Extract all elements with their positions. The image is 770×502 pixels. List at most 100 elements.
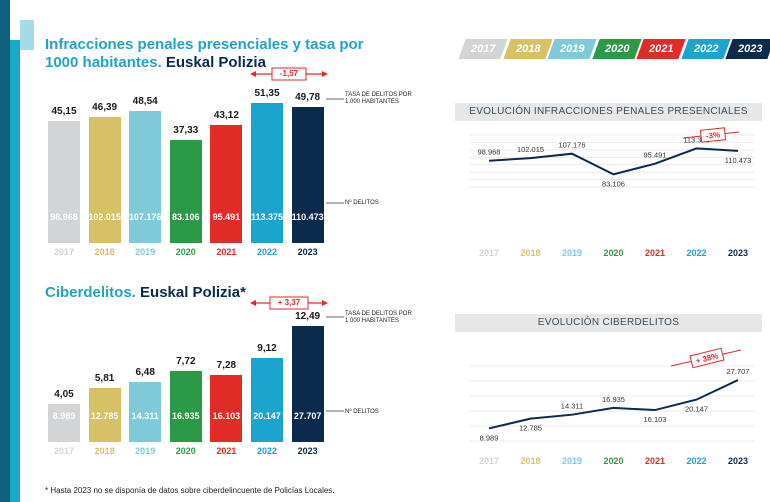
year-label-2019: 2019: [562, 248, 582, 258]
section2-title-part1: Ciberdelitos.: [45, 284, 136, 301]
note2-count: Nº DELITOS: [345, 409, 379, 415]
point-label-2020: 83.106: [602, 179, 625, 188]
panel1-badge: -3%: [706, 130, 721, 140]
point-label-2019: 14.311: [561, 402, 583, 411]
panel1-title: EVOLUCIÓN INFRACCIONES PENALES PRESENCIA…: [469, 106, 748, 117]
count-label-2020: 16.935: [172, 411, 200, 421]
bar-2018: [88, 117, 121, 243]
panel1-badge-box: [699, 127, 727, 143]
rate-label-2018: 5,81: [94, 373, 115, 384]
bar1-badge: -1,57: [279, 69, 299, 78]
decorative-sidebar-blue: [10, 40, 20, 502]
series-line: [488, 147, 739, 176]
year-tab-2020: 2020: [591, 39, 642, 59]
year-label-2018: 2018: [520, 456, 540, 466]
year-label-2019: 2019: [562, 456, 582, 466]
year-tab-2017: 2017: [458, 39, 508, 59]
point-label-2023: 110.473: [725, 156, 752, 165]
count-label-2019: 14.311: [131, 411, 159, 421]
panel2-title-bg: [455, 314, 762, 332]
count-label-2017: 98.968: [50, 212, 78, 222]
decorative-sidebar-light: [20, 20, 34, 50]
year-label-2021: 2021: [645, 456, 665, 466]
year-label-2022: 2022: [686, 456, 706, 466]
year-label-2021: 2021: [216, 247, 237, 257]
bar-2018: [88, 388, 121, 442]
section2-title: Ciberdelitos. Euskal Polizia*: [45, 284, 246, 302]
rate-label-2023: 49,78: [295, 92, 321, 103]
note1-count-connector: [326, 202, 344, 204]
count-label-2018: 102.015: [88, 212, 121, 222]
rate-label-2019: 6,48: [135, 367, 155, 378]
year-label-2023: 2023: [728, 456, 748, 466]
count-label-2022: 20.147: [253, 411, 281, 421]
section1-title-part2: 1000 habitantes.: [45, 54, 162, 71]
rate-label-2020: 7,72: [176, 356, 196, 367]
note2-rate-connector: [326, 316, 344, 318]
bar-2022: [251, 103, 283, 243]
line-chart-ciberdelitos: 8.989 2017 12.785 2018 14.311 2019 16.935 2020 1…: [469, 347, 755, 466]
section1-title-part3: Euskal Polizia: [161, 54, 266, 71]
year-label-2020: 2020: [175, 446, 196, 456]
year-tab-label-2018: 2018: [515, 43, 540, 55]
panel2-badge-box: [689, 347, 725, 369]
year-label-2018: 2018: [94, 446, 115, 456]
panel2-title: EVOLUCIÓN CIBERDELITOS: [537, 317, 680, 328]
count-label-2022: 113.375: [250, 212, 284, 222]
count-label-2018: 12.785: [90, 411, 119, 421]
rate-label-2022: 9,12: [257, 343, 277, 354]
section1-title-line1: Infracciones penales presenciales y tasa…: [45, 36, 364, 53]
year-label-2022: 2022: [256, 446, 278, 456]
bar-2021: [210, 125, 243, 243]
series-line: [488, 379, 739, 430]
year-tab-2022: 2022: [680, 39, 731, 59]
section2-title-part2: Euskal Polizia*: [135, 284, 246, 301]
note1-rate-connector: [326, 98, 344, 100]
point-label-2017: 98.968: [478, 148, 501, 157]
year-label-2023: 2023: [297, 247, 318, 257]
bar-2022: [251, 358, 283, 442]
line-chart-infracciones: 98.968 2017 102.015 2018 107.176 2019 83.106 20…: [469, 127, 755, 258]
rate-label-2021: 7,28: [216, 360, 237, 371]
point-label-2018: 102.015: [517, 145, 544, 154]
count-label-2021: 16.103: [212, 411, 241, 421]
point-label-2023: 27.707: [727, 367, 750, 376]
year-tab-2023: 2023: [725, 39, 770, 59]
rate-label-2022: 51,35: [254, 88, 280, 99]
year-label-2022: 2022: [256, 247, 278, 257]
count-label-2019: 107.176: [128, 212, 162, 222]
year-tab-label-2022: 2022: [693, 43, 718, 55]
point-label-2021: 95.491: [644, 151, 667, 160]
panel1-title-bg: [455, 103, 762, 121]
count-label-2021: 95.491: [212, 212, 241, 222]
year-tab-label-2019: 2019: [559, 43, 585, 55]
bar-2020: [169, 140, 202, 243]
rate-label-2017: 45,15: [51, 106, 77, 117]
bar-2023: [291, 326, 324, 442]
note2-rate: TASA DE DELITOS POR 1.000 HABITANTES: [345, 311, 412, 324]
year-tab-label-2017: 2017: [470, 43, 496, 55]
bar2-badge-arrow: [250, 296, 328, 310]
year-label-2020: 2020: [175, 247, 196, 257]
bar-2017: [48, 404, 80, 442]
year-label-2019: 2019: [135, 446, 156, 456]
point-label-2020: 16.935: [602, 395, 625, 404]
note2-count-connector: [326, 410, 344, 412]
count-label-2020: 83.106: [172, 212, 200, 222]
year-label-2021: 2021: [645, 248, 665, 258]
year-label-2020: 2020: [603, 456, 623, 466]
count-label-2023: 27.707: [293, 411, 322, 421]
bar-2019: [129, 382, 162, 442]
year-label-2021: 2021: [216, 446, 237, 456]
rate-label-2018: 46,39: [92, 102, 118, 113]
rate-label-2021: 43,12: [213, 110, 239, 121]
bar-2017: [48, 121, 80, 243]
year-tab-2018: 2018: [502, 39, 553, 59]
point-label-2022: 20.147: [685, 405, 708, 414]
note1-rate: TASA DE DELITOS POR 1.000 HABITANTES: [345, 92, 412, 105]
year-tab-label-2023: 2023: [737, 43, 763, 55]
year-tab-2019: 2019: [547, 39, 597, 59]
count-label-2023: 110.473: [291, 212, 324, 222]
rate-label-2023: 12,49: [295, 311, 321, 322]
year-label-2018: 2018: [94, 247, 115, 257]
